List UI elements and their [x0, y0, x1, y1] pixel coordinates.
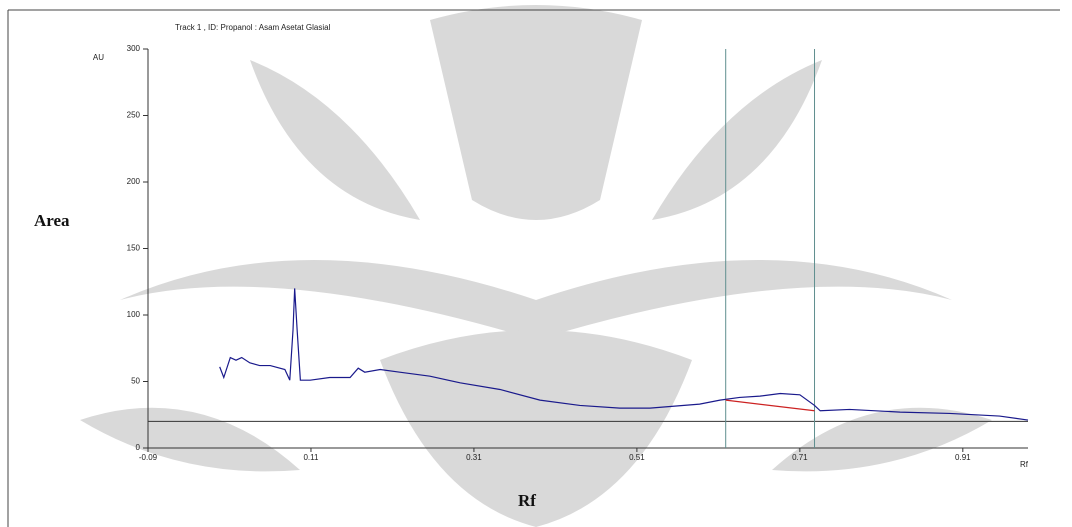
y-tick-label: 250: [127, 111, 141, 120]
x-tick-label: 0.91: [955, 453, 971, 462]
y-tick-label: 150: [127, 244, 141, 253]
y-tick-label: 50: [131, 377, 140, 386]
x-unit: Rf: [1020, 460, 1029, 469]
y-tick-label: 200: [127, 177, 141, 186]
y-tick-label: 0: [136, 443, 141, 452]
x-tick-label: 0.71: [792, 453, 808, 462]
x-tick-label: 0.11: [303, 453, 319, 462]
x-tick-label: -0.09: [139, 453, 158, 462]
y-tick-label: 300: [127, 44, 141, 53]
chart: Track 1 , ID: Propanol : Asam Asetat Gla…: [0, 0, 1072, 527]
y-unit: AU: [93, 53, 104, 62]
y-axis-label: Area: [34, 211, 70, 230]
x-tick-label: 0.51: [629, 453, 645, 462]
watermark: [80, 5, 992, 527]
chart-title: Track 1 , ID: Propanol : Asam Asetat Gla…: [175, 23, 331, 32]
data-line: [726, 400, 815, 411]
x-tick-label: 0.31: [466, 453, 482, 462]
y-tick-label: 100: [127, 310, 141, 319]
x-axis-label: Rf: [518, 491, 536, 510]
